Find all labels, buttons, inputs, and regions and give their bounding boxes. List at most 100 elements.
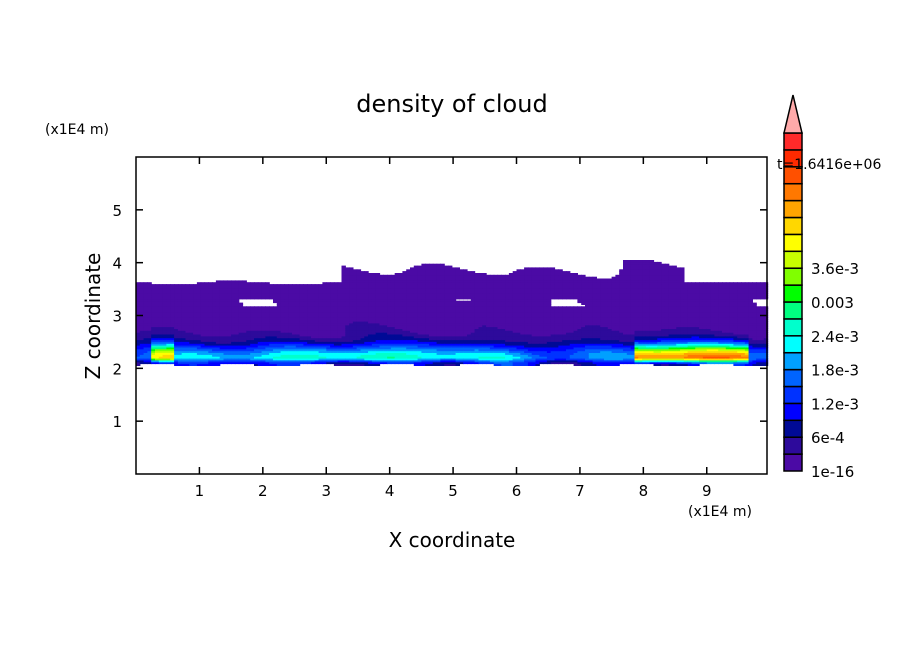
contour-cell xyxy=(333,326,339,329)
contour-cell xyxy=(155,346,160,350)
contour-cell xyxy=(326,328,331,331)
contour-cell xyxy=(318,285,323,289)
contour-cell xyxy=(379,313,384,317)
contour-cell xyxy=(349,304,354,307)
contour-cell xyxy=(341,363,346,366)
contour-cell xyxy=(185,315,190,318)
contour-cell xyxy=(292,302,297,305)
contour-cell xyxy=(311,304,316,307)
contour-cell xyxy=(147,350,152,353)
contour-cell xyxy=(322,317,327,320)
contour-cell xyxy=(155,350,160,353)
contour-cell xyxy=(341,335,346,339)
contour-cell xyxy=(181,326,187,329)
contour-cell xyxy=(330,352,335,355)
contour-cell xyxy=(379,332,384,335)
contour-cell xyxy=(261,346,266,350)
contour-cell xyxy=(410,354,415,357)
contour-cell xyxy=(337,356,343,359)
contour-cell xyxy=(299,311,304,315)
contour-cell xyxy=(151,334,156,337)
contour-cell xyxy=(280,330,285,333)
contour-cell xyxy=(394,315,400,318)
contour-cell xyxy=(292,343,297,346)
contour-cell xyxy=(185,317,190,320)
contour-cell xyxy=(151,343,156,346)
contour-cell xyxy=(223,311,228,315)
contour-cell xyxy=(417,319,422,322)
contour-cell xyxy=(360,291,365,294)
contour-cell xyxy=(398,330,403,333)
contour-cell xyxy=(227,326,232,329)
contour-cell xyxy=(265,295,270,298)
contour-cell xyxy=(368,293,373,296)
contour-cell xyxy=(352,308,358,311)
contour-cell xyxy=(387,313,392,317)
contour-cell xyxy=(303,285,308,289)
contour-cell xyxy=(254,310,259,313)
contour-cell xyxy=(166,311,171,315)
contour-cell xyxy=(326,289,331,292)
contour-cell xyxy=(337,289,343,292)
contour-cell xyxy=(413,285,419,289)
contour-cell xyxy=(398,304,403,307)
contour-cell xyxy=(326,358,331,361)
contour-cell xyxy=(284,311,289,315)
contour-cell xyxy=(394,322,400,326)
contour-cell xyxy=(139,345,145,348)
contour-cell xyxy=(390,324,396,328)
contour-cell xyxy=(280,345,285,348)
contour-cell xyxy=(177,306,183,309)
contour-cell xyxy=(364,287,369,291)
contour-cell xyxy=(318,311,323,315)
contour-cell xyxy=(303,302,308,305)
contour-cell xyxy=(398,361,403,365)
contour-cell xyxy=(295,315,301,318)
contour-cell xyxy=(440,313,445,317)
contour-cell xyxy=(280,348,285,352)
contour-cell xyxy=(284,334,289,337)
contour-cell xyxy=(394,321,400,324)
contour-cell xyxy=(417,358,422,361)
contour-cell xyxy=(379,322,384,326)
contour-cell xyxy=(406,293,411,296)
contour-cell xyxy=(139,334,145,337)
contour-cell xyxy=(147,310,152,313)
contour-cell xyxy=(307,335,312,339)
contour-cell xyxy=(257,335,263,339)
contour-cell xyxy=(311,354,316,357)
contour-cell xyxy=(402,345,407,348)
contour-cell xyxy=(158,328,164,331)
contour-cell xyxy=(143,339,148,342)
contour-cell xyxy=(436,267,441,270)
contour-cell xyxy=(238,289,244,292)
contour-cell xyxy=(174,332,179,335)
contour-cell xyxy=(402,337,407,341)
contour-cell xyxy=(333,302,339,305)
contour-cell xyxy=(254,359,259,363)
contour-cell xyxy=(303,322,308,326)
contour-cell xyxy=(234,345,240,348)
contour-cell xyxy=(432,285,438,289)
contour-cell xyxy=(352,289,358,292)
contour-cell xyxy=(139,356,145,359)
contour-cell xyxy=(330,319,335,322)
contour-cell xyxy=(394,300,400,304)
contour-cell xyxy=(314,285,320,289)
contour-cell xyxy=(139,324,145,328)
contour-cell xyxy=(143,341,148,344)
contour-cell xyxy=(371,361,377,365)
contour-cell xyxy=(322,359,327,363)
contour-cell xyxy=(250,359,255,363)
contour-cell xyxy=(204,339,209,342)
contour-cell xyxy=(375,348,381,352)
contour-cell xyxy=(234,332,240,335)
contour-cell xyxy=(352,311,358,315)
contour-cell xyxy=(436,324,441,328)
contour-cell xyxy=(429,313,434,317)
contour-cell xyxy=(276,339,282,342)
contour-cell xyxy=(189,343,194,346)
contour-cell xyxy=(413,317,419,320)
contour-cell xyxy=(189,298,194,302)
contour-cell xyxy=(387,315,392,318)
